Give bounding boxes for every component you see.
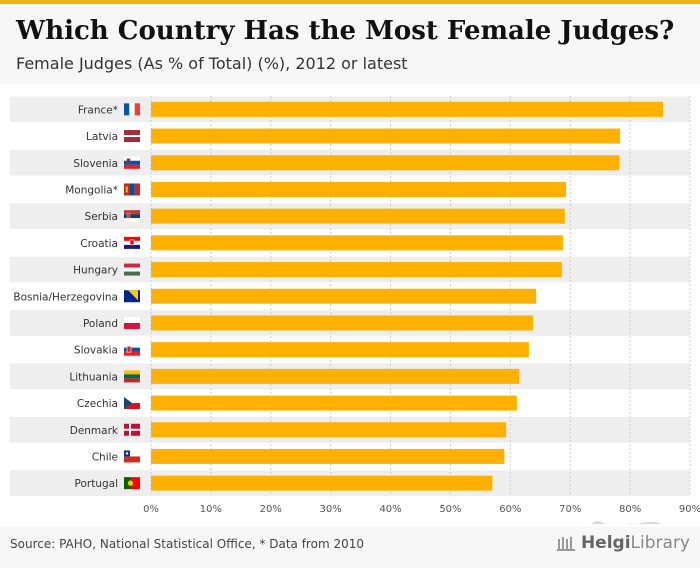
bar-mongolia[interactable] — [151, 181, 567, 197]
category-label: Czechia — [77, 398, 118, 410]
category-label: Bosnia/Herzegovina — [13, 291, 118, 303]
library-icon — [556, 537, 575, 551]
chart-title: Which Country Has the Most Female Judges… — [16, 16, 675, 46]
portugal-flag-icon — [124, 477, 140, 490]
category-label: Latvia — [86, 131, 118, 143]
world-map-icon — [591, 521, 662, 524]
category-label: Croatia — [80, 238, 118, 250]
bar-bosnia-herzegovina[interactable] — [151, 288, 537, 304]
chart-footer: Source: PAHO, National Statistical Offic… — [0, 527, 700, 568]
x-tick-label: 0% — [143, 504, 159, 515]
category-label: Hungary — [73, 265, 118, 277]
bar-slovakia[interactable] — [151, 342, 529, 358]
x-tick-label: 20% — [260, 504, 282, 515]
bar-chile[interactable] — [151, 448, 505, 464]
bar-denmark[interactable] — [151, 422, 507, 438]
accent-bar — [0, 0, 700, 4]
czechia-flag-icon — [124, 397, 140, 410]
bar-lithuania[interactable] — [151, 368, 520, 384]
croatia-flag-icon — [124, 236, 140, 249]
source-note: Source: PAHO, National Statistical Offic… — [10, 537, 364, 551]
bar-czechia[interactable] — [151, 395, 517, 411]
bar-slovenia[interactable] — [151, 155, 620, 171]
brand-name-part1: Helgi — [580, 533, 631, 553]
mongolia-flag-icon — [124, 183, 141, 196]
category-label: Poland — [83, 318, 118, 330]
category-label: Slovenia — [73, 158, 118, 170]
bar-croatia[interactable] — [151, 235, 564, 251]
chile-flag-icon — [124, 450, 140, 463]
serbia-flag-icon — [124, 210, 140, 223]
france-flag-icon — [124, 103, 141, 116]
x-tick-label: 90% — [679, 504, 700, 515]
x-tick-label: 60% — [499, 504, 521, 515]
chart-header: Which Country Has the Most Female Judges… — [0, 4, 700, 84]
x-tick-label: 70% — [559, 504, 581, 515]
category-label: Mongolia* — [65, 184, 118, 196]
latvia-flag-icon — [124, 130, 140, 143]
lithuania-flag-icon — [124, 370, 140, 383]
bar-france[interactable] — [151, 101, 664, 117]
slovakia-flag-icon — [124, 343, 140, 356]
bar-portugal[interactable] — [151, 475, 493, 491]
category-label: France* — [78, 104, 118, 116]
brand-logo[interactable]: HelgiLibrary — [556, 533, 690, 553]
category-label: Lithuania — [69, 371, 118, 383]
denmark-flag-icon — [124, 423, 140, 436]
hungary-flag-icon — [124, 263, 140, 276]
bar-serbia[interactable] — [151, 208, 565, 224]
slovenia-flag-icon — [124, 156, 140, 169]
bar-hungary[interactable] — [151, 262, 562, 278]
bosnia-flag-icon — [124, 290, 140, 303]
x-tick-label: 30% — [320, 504, 342, 515]
category-label: Portugal — [75, 478, 119, 490]
chart-subtitle: Female Judges (As % of Total) (%), 2012 … — [16, 54, 408, 73]
x-tick-label: 50% — [439, 504, 461, 515]
x-tick-label: 10% — [200, 504, 222, 515]
bar-chart: France* Latvia Slovenia Mongolia* Serbia Croa… — [10, 96, 700, 524]
brand-name-part2: Library — [630, 533, 690, 553]
bar-poland[interactable] — [151, 315, 534, 331]
x-tick-label: 80% — [619, 504, 641, 515]
category-label: Denmark — [70, 425, 119, 437]
poland-flag-icon — [124, 316, 140, 329]
category-label: Chile — [92, 451, 118, 463]
x-tick-label: 40% — [379, 504, 401, 515]
bar-latvia[interactable] — [151, 128, 620, 144]
category-label: Serbia — [85, 211, 118, 223]
category-label: Slovakia — [74, 345, 118, 357]
